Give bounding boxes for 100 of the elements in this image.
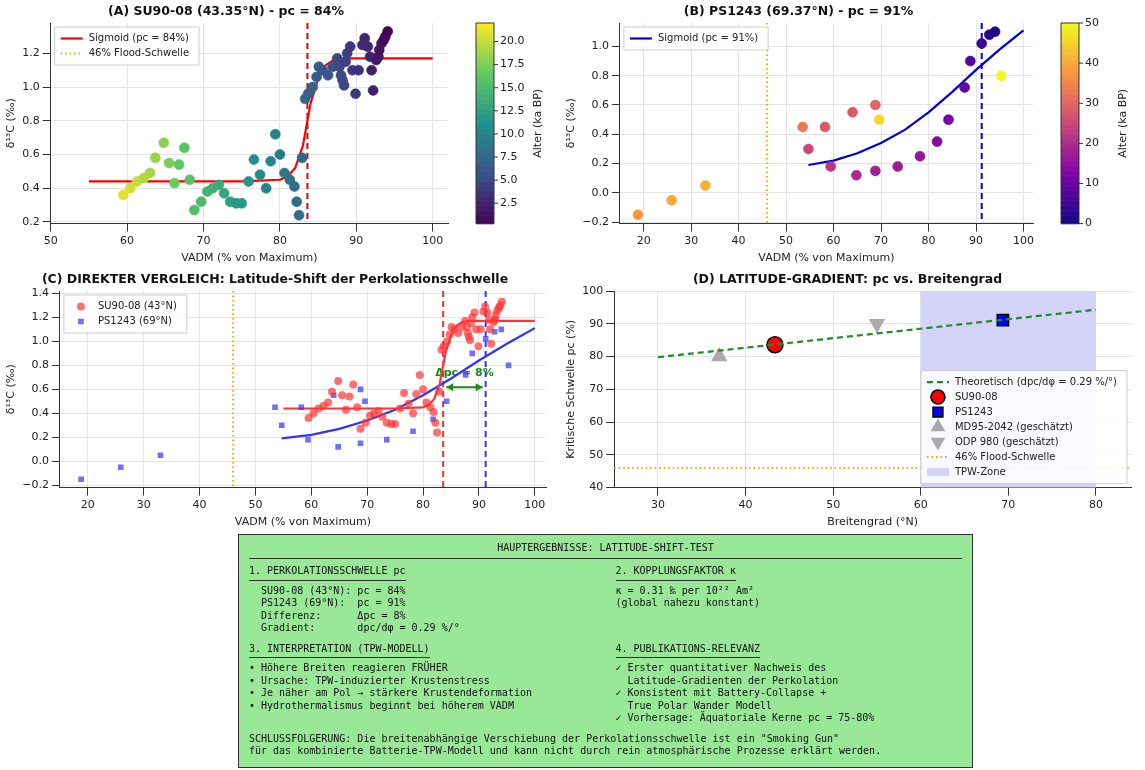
point [825,161,837,172]
point [498,326,505,333]
point [847,107,858,118]
x-tick-label: 50 [826,498,841,512]
point [357,386,364,393]
x-tick-label: 40 [738,498,753,512]
y-tick-label: 0.6 [31,382,49,396]
color-bar-title: Alter (ka BP) [1115,88,1129,158]
point [278,422,285,429]
x-tick-label: 30 [650,498,665,512]
y-tick-label: 100 [582,283,604,297]
y-tick-label: 0.6 [591,97,609,111]
point [870,99,881,111]
x-axis-title: VADM (% von Maximum) [181,251,318,265]
color-bar-label: 12.5 [500,103,525,117]
x-tick-label: 50 [779,234,794,248]
point [482,336,489,342]
text: Gradient: dpc/dφ = 0.29 %/° [260,622,461,635]
y-tick-label: 40 [589,480,604,494]
x-tick-label: 70 [196,234,211,248]
point [443,398,450,405]
x-tick-label: 90 [471,498,486,512]
text: Latitude-Gradienten der Perkolation [626,674,840,687]
x-tick-label: 80 [1088,498,1103,512]
y-tick-label: 0.8 [591,68,609,82]
y-tick-label: 60 [589,414,604,428]
y-axis-title: Kritische Schwelle pc (%) [564,319,578,459]
text: True Polar Wander Modell [626,699,774,711]
point [943,114,954,125]
point [410,428,416,435]
point [383,436,390,443]
x-tick-label: 60 [120,234,135,248]
legend-label: Theoretisch (dpc/dφ = 0.29 %/°) [953,375,1118,387]
y-axis-title: δ¹³C (‰) [564,98,578,149]
chart-title: (D) LATITUDE-GRADIENT: pc vs. Breitengrad [692,270,1003,286]
x-tick-label: 100 [422,234,444,248]
x-axis-title: Breitengrad (°N) [827,515,918,529]
text: HAUPTERGEBNISSE: LATITUDE-SHIFT-TEST [249,539,962,559]
legend-label: SU90-08 [954,390,998,402]
x-tick-label: 40 [731,234,746,248]
point [357,440,364,447]
x-tick-label: 30 [684,234,699,248]
color-bar-label: 20 [1085,136,1099,150]
point [803,143,814,155]
legend-label: Sigmoid (pc = 84%) [88,32,190,44]
x-tick-label: 80 [416,498,431,512]
legend-label: Sigmoid (pc = 91%) [657,32,759,44]
y-tick-label: 1.2 [31,310,49,324]
y-axis-title: δ¹³C (‰) [4,364,18,415]
y-tick-label: 0.0 [591,185,609,199]
y-tick-label: 0.4 [591,127,609,141]
color-bar-label: 10 [1085,176,1099,190]
x-tick-label: 80 [921,234,936,248]
x-axis-title: VADM (% von Maximum) [758,251,895,265]
text: Differenz: Δpc = 8% [260,609,407,622]
text: 2. KOPPLUNGSFAKTOR κ [615,565,736,581]
point [469,350,476,357]
text: SCHLUSSFOLGERUNG: Die breitenabhängige Verschiebung der Perkolationsschwelle ist ein "Smoking Gun" [249,732,840,745]
x-tick-label: 90 [969,234,984,248]
color-bar-label: 40 [1085,55,1099,69]
y-tick-label: 50 [589,447,604,461]
text: • Ursache: TPW-induzierter Krustenstress [249,674,491,687]
chart-title: (B) PS1243 (69.37°N) - pc = 91% [683,2,914,18]
point [700,180,711,191]
y-tick-label: 0.2 [22,214,40,228]
point [976,38,988,49]
y-tick-label: 1.0 [31,334,49,348]
legend-label: 46% Flood-Schwelle [954,450,1056,462]
color-bar-label: 50 [1085,15,1099,29]
x-tick-label: 90 [349,234,364,248]
x-tick-label: 70 [1001,498,1016,512]
legend-label: MD95-2042 (geschätzt) [954,420,1073,432]
text: ✓ Vorhersage: Äquatoriale Kerne pc = 75-80% [615,712,876,725]
text: für das kombinierte Batterie-TPW-Modell und kann nicht durch rein atmosphärische Prozesse erklärt werden. [249,745,883,758]
x-tick-label: 60 [826,234,841,248]
y-tick-label: 0.8 [31,358,49,372]
color-bar-label: 7.5 [500,149,518,163]
y-tick-label: 1.0 [591,39,609,53]
point [305,436,311,443]
y-tick-label: 80 [589,349,604,363]
chart-title: (A) SU90-08 (43.35°N) - pc = 84% [108,2,345,18]
color-bar-label: 10.0 [500,126,525,140]
y-tick-label: 0.2 [31,430,49,444]
x-tick-label: 50 [43,234,58,248]
point [851,169,862,181]
point [632,209,644,221]
color-bar-label: 2.5 [500,196,518,210]
x-tick-label: 50 [248,498,263,512]
y-axis-title: δ¹³C (‰) [4,98,18,149]
y-tick-label: 0.4 [22,181,40,195]
point [797,121,809,133]
point [995,70,1007,82]
y-tick-label: −0.2 [582,215,609,228]
color-bar-label: 20.0 [500,34,525,48]
x-tick-label: 100 [1013,234,1034,248]
text: 4. PUBLIKATIONS-RELEVANZ [615,642,760,658]
text: κ = 0.31 ‰ per 10²² Am² [615,584,755,597]
color-bar-label: 5.0 [500,173,518,187]
y-tick-label: 1.4 [31,286,49,300]
y-tick-label: 0.8 [22,113,40,127]
